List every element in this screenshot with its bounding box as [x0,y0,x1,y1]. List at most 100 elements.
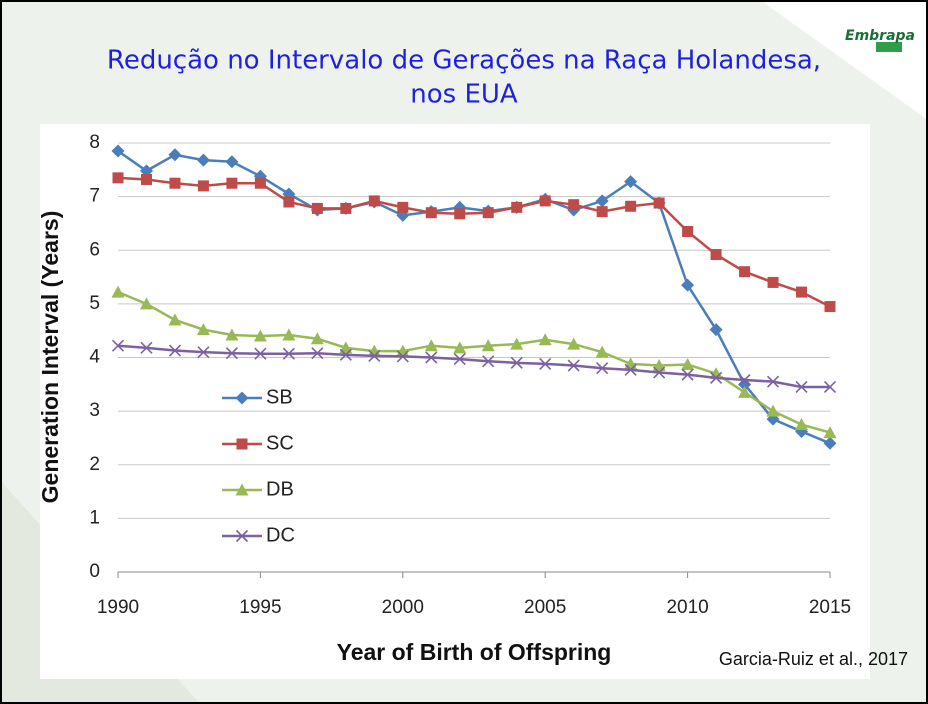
marker [767,276,779,288]
marker [254,347,267,360]
marker [596,206,608,218]
marker [311,202,323,214]
marker [139,297,153,310]
marker [168,344,182,357]
marker [510,356,523,369]
marker [339,348,352,361]
marker [236,438,248,450]
y-tick-label: 4 [89,347,100,368]
marker [739,266,751,278]
marker [197,180,209,192]
marker [823,380,837,394]
marker [424,339,438,352]
marker [225,347,238,360]
marker [681,368,694,381]
title-line: nos EUA [410,80,518,110]
marker [425,207,437,219]
marker [682,225,694,237]
marker [254,177,266,189]
marker [140,173,152,185]
y-tick-label: 3 [89,400,100,421]
marker [511,201,523,213]
marker [111,339,125,352]
marker [282,347,295,360]
legend-label: SB [266,386,293,408]
y-tick-label: 8 [89,132,100,153]
marker [311,347,324,360]
legend-label: DB [266,478,294,500]
marker [197,346,210,359]
marker [454,208,466,220]
y-tick-label: 6 [89,239,100,260]
marker [482,207,494,219]
marker [538,333,552,346]
series-line [117,150,831,445]
marker [652,359,666,372]
marker [283,196,295,208]
logo-shape [876,42,902,52]
marker [709,323,723,337]
marker [539,195,551,207]
marker [425,351,438,364]
marker [766,404,780,417]
marker [595,345,609,358]
marker [168,148,182,162]
y-axis-title: Generation Interval (Years) [37,211,63,504]
marker [235,483,249,496]
marker [595,194,609,208]
marker [709,367,723,380]
marker [140,341,153,354]
marker [796,286,808,298]
y-tick-label: 7 [89,186,100,207]
marker [235,529,249,543]
y-tick-label: 2 [89,454,100,475]
x-tick-label: 2010 [666,597,708,618]
marker [823,436,837,450]
x-tick-label: 2015 [809,597,851,618]
marker [235,391,249,405]
marker [653,366,666,379]
marker [681,278,695,292]
marker [482,355,495,368]
series-line [117,344,830,389]
marker [310,332,324,345]
marker [568,199,580,211]
marker [397,201,409,213]
x-axis-title: Year of Birth of Offspring [337,639,612,665]
marker [368,195,380,207]
marker [795,418,809,431]
marker [112,172,124,184]
marker [738,373,751,387]
marker [282,328,296,341]
marker [510,337,524,350]
marker [340,202,352,214]
y-tick-label: 0 [89,561,100,582]
x-tick-label: 2005 [524,597,566,618]
marker [453,341,467,354]
marker [539,357,552,371]
marker [624,175,638,189]
marker [225,155,239,169]
marker [710,249,722,261]
y-tick-label: 5 [89,293,100,314]
marker [396,350,409,363]
marker [225,328,239,341]
legend-label: SC [266,432,294,454]
marker [168,313,182,326]
marker [795,380,808,394]
marker [766,375,780,388]
marker [625,200,637,212]
marker [824,301,836,313]
marker [111,144,125,158]
source: Garcia-Ruiz et al., 2017 [719,649,908,669]
logo: Embrapa [845,28,915,44]
marker [196,323,210,336]
marker [226,177,238,189]
marker [169,177,181,189]
x-tick-label: 1990 [97,597,139,618]
marker [567,359,580,372]
marker [253,329,267,342]
marker [823,426,837,439]
